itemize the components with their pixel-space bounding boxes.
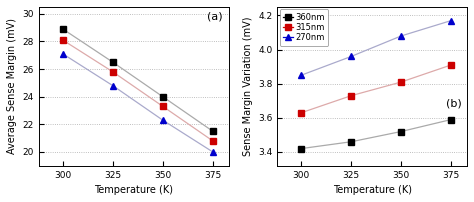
Y-axis label: Sense Margin Variation (mV): Sense Margin Variation (mV) bbox=[243, 17, 253, 156]
X-axis label: Temperature (K): Temperature (K) bbox=[333, 185, 412, 195]
X-axis label: Temperature (K): Temperature (K) bbox=[94, 185, 173, 195]
Y-axis label: Average Sense Margin (mV): Average Sense Margin (mV) bbox=[7, 18, 17, 154]
Legend: 360nm, 315nm, 270nm: 360nm, 315nm, 270nm bbox=[280, 9, 328, 46]
Text: (a): (a) bbox=[207, 12, 223, 22]
Text: (b): (b) bbox=[446, 99, 461, 109]
